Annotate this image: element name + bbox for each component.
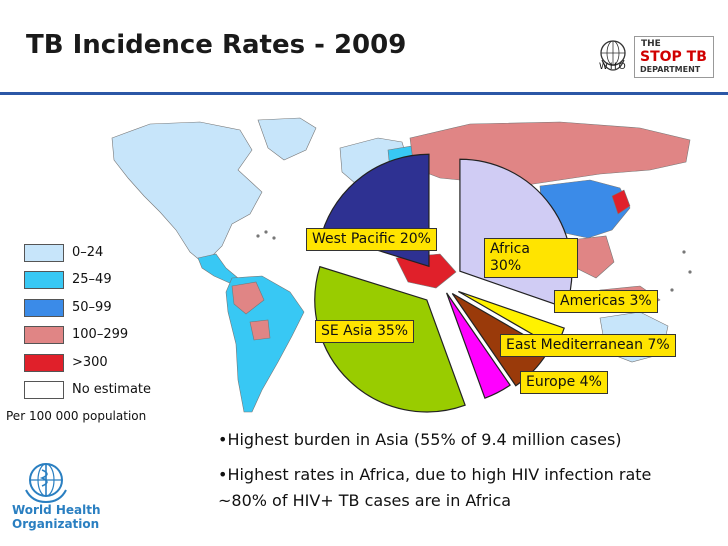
legend-label: 100–299 — [72, 327, 129, 342]
stoptb-line3: DEPARTMENT — [640, 65, 701, 74]
who-org-name: World Health Organization — [12, 503, 101, 531]
pie-label-americas: Americas 3% — [554, 290, 658, 313]
pie-label-europe: Europe 4% — [520, 371, 608, 394]
map-north-america — [111, 121, 263, 263]
legend-unit: Per 100 000 population — [6, 409, 147, 423]
bullet-3: ~80% of HIV+ TB cases are in Africa — [218, 491, 512, 510]
pie-label-se-asia: SE Asia 35% — [315, 320, 415, 343]
pie-label-africa: Africa 30% — [484, 238, 578, 278]
stoptb-logo: THE STOP TB DEPARTMENT — [634, 36, 714, 78]
stoptb-line2: STOP TB — [640, 49, 707, 65]
legend-swatch — [24, 244, 64, 262]
legend-swatch — [24, 299, 64, 317]
who-org-line1: World Health — [12, 503, 101, 517]
bullet-2: •Highest rates in Africa, due to high HI… — [218, 465, 652, 484]
legend-label: >300 — [72, 355, 108, 370]
legend-swatch — [24, 271, 64, 289]
legend-label: 0–24 — [72, 245, 104, 260]
title-divider — [0, 92, 728, 95]
legend-label: No estimate — [72, 382, 152, 397]
who-emblem-icon — [600, 40, 626, 71]
stoptb-line1: THE — [641, 39, 661, 49]
legend-label: 25–49 — [72, 272, 112, 287]
legend-swatch — [24, 326, 64, 344]
legend-label: 50–99 — [72, 300, 112, 315]
pie-label-west-pacific: West Pacific 20% — [306, 228, 437, 251]
legend-swatch — [24, 381, 64, 399]
legend-swatch — [24, 354, 64, 372]
who-org-line2: Organization — [12, 517, 100, 531]
slide-title: TB Incidence Rates - 2009 — [26, 30, 407, 60]
who-logo-icon — [25, 463, 67, 504]
map-greenland — [257, 117, 317, 161]
pie-label-east-mediterranean: East Mediterranean 7% — [500, 334, 676, 357]
who-abbrev: WHO — [599, 62, 628, 72]
pie-slice-europe — [446, 292, 511, 399]
bullet-1: •Highest burden in Asia (55% of 9.4 mill… — [218, 430, 622, 449]
